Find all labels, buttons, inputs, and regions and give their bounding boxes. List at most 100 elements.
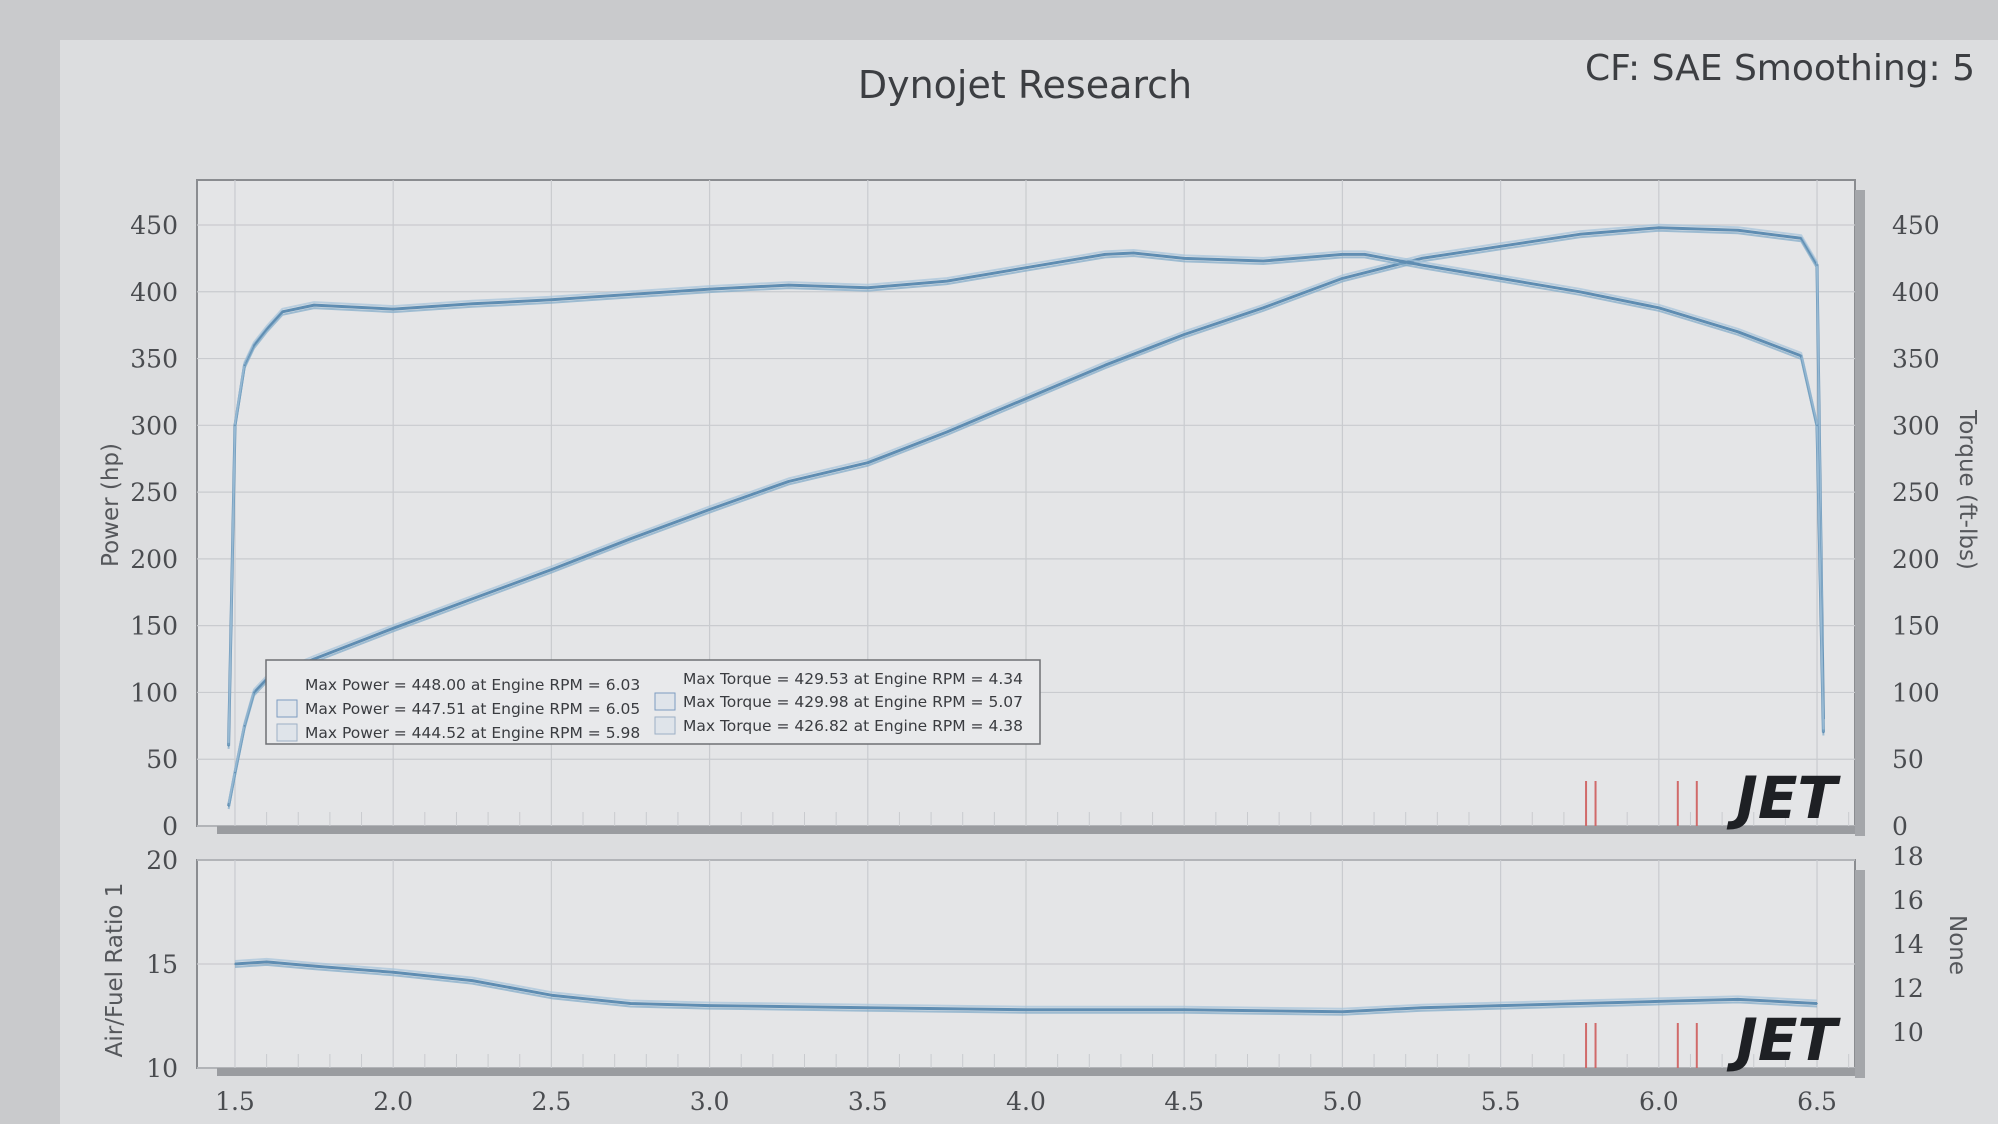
y2-tick-label: 300 bbox=[1892, 411, 1940, 440]
series-line-0-run-1 bbox=[234, 960, 1818, 1014]
jet-logo: JET bbox=[1726, 764, 1841, 832]
data-point bbox=[471, 598, 474, 600]
legend-checkbox-power-3[interactable] bbox=[276, 723, 298, 742]
x-tick-label: 3.0 bbox=[690, 1087, 730, 1116]
data-point bbox=[227, 745, 230, 747]
data-point bbox=[946, 280, 948, 282]
y2-tick-label: 10 bbox=[1892, 1018, 1924, 1047]
data-point bbox=[1800, 355, 1803, 357]
data-point bbox=[1341, 253, 1344, 256]
jet-logo: JET bbox=[1726, 1006, 1841, 1074]
data-point bbox=[313, 304, 315, 306]
series-line-1-run-2 bbox=[227, 255, 1825, 749]
data-point bbox=[550, 298, 553, 301]
data-point bbox=[1816, 1002, 1818, 1005]
data-point bbox=[1262, 260, 1265, 262]
data-point bbox=[234, 963, 236, 965]
data-point bbox=[708, 508, 711, 511]
series-line-0-run-3 bbox=[234, 957, 1818, 1010]
x-tick-label: 2.5 bbox=[531, 1087, 571, 1116]
legend-checkbox-torque-3[interactable] bbox=[654, 716, 676, 735]
data-point bbox=[227, 805, 230, 807]
legend-box bbox=[265, 659, 1041, 745]
data-point bbox=[1499, 1004, 1502, 1007]
y-tick-label: 400 bbox=[130, 278, 178, 307]
data-point bbox=[708, 1004, 711, 1007]
data-point bbox=[1104, 253, 1106, 256]
data-point bbox=[234, 424, 236, 427]
axis-baseline bbox=[217, 1068, 1855, 1076]
data-point bbox=[392, 627, 394, 630]
series-line-1-run-3 bbox=[227, 249, 1825, 743]
data-point bbox=[243, 725, 246, 727]
y2-axis-label-none: None bbox=[1944, 915, 1970, 975]
x-tick-label: 4.0 bbox=[1006, 1087, 1046, 1116]
data-point bbox=[1816, 424, 1818, 427]
data-point bbox=[1420, 257, 1423, 260]
legend-entry-torque-2: Max Torque = 429.98 at Engine RPM = 5.07 bbox=[683, 693, 1023, 711]
data-point bbox=[1341, 1011, 1344, 1013]
data-point bbox=[866, 1006, 869, 1009]
data-point bbox=[1658, 1000, 1660, 1003]
data-point bbox=[550, 568, 553, 571]
data-point bbox=[1658, 306, 1660, 309]
jet-logo-text: JET bbox=[1726, 1006, 1841, 1074]
data-point bbox=[1737, 229, 1739, 232]
y2-tick-label: 0 bbox=[1892, 812, 1908, 841]
data-point bbox=[313, 965, 315, 967]
data-point bbox=[787, 480, 790, 483]
data-point bbox=[1800, 237, 1803, 240]
y2-tick-label: 12 bbox=[1892, 974, 1924, 1003]
y-tick-label: 300 bbox=[130, 411, 178, 440]
y2-tick-label: 250 bbox=[1892, 478, 1940, 507]
legend-checkbox-power-2[interactable] bbox=[276, 699, 298, 718]
y-tick-label: 200 bbox=[130, 545, 178, 574]
y-tick-label: 50 bbox=[146, 745, 178, 774]
y-tick-label: 350 bbox=[130, 345, 178, 374]
y2-tick-label: 50 bbox=[1892, 745, 1924, 774]
legend-entry-power-2: Max Power = 447.51 at Engine RPM = 6.05 bbox=[305, 700, 640, 718]
data-point bbox=[1341, 277, 1344, 280]
series-line-1-run-1 bbox=[227, 251, 1825, 746]
y-tick-label: 100 bbox=[130, 678, 178, 707]
y-tick-label: 0 bbox=[162, 812, 178, 841]
data-point bbox=[243, 364, 246, 367]
legend-entry-power-3: Max Power = 444.52 at Engine RPM = 5.98 bbox=[305, 724, 640, 742]
data-point bbox=[1658, 226, 1660, 229]
axis-shadow-right bbox=[1855, 190, 1865, 836]
y-tick-label: 15 bbox=[146, 950, 178, 979]
jet-logo-text: JET bbox=[1726, 764, 1841, 832]
data-point bbox=[392, 971, 394, 974]
data-point bbox=[629, 1002, 632, 1005]
data-point bbox=[281, 310, 284, 313]
axis-baseline bbox=[217, 826, 1855, 834]
data-point bbox=[265, 961, 268, 963]
data-point bbox=[629, 538, 632, 540]
y-axis-label-afr: Air/Fuel Ratio 1 bbox=[102, 883, 128, 1058]
y-tick-label: 250 bbox=[130, 478, 178, 507]
data-point bbox=[1183, 333, 1186, 336]
legend-entry-torque-1: Max Torque = 429.53 at Engine RPM = 4.34 bbox=[683, 670, 1023, 688]
correction-factor-label: CF: SAE Smoothing: 5 bbox=[1585, 48, 1975, 89]
air-fuel-ratio-plot: 10 15 20 10 12 14 16 18 JET Air/Fuel Ratio 1 None 1… bbox=[102, 842, 1970, 1116]
y2-tick-label: 150 bbox=[1892, 612, 1940, 641]
legend-checkbox-torque-2[interactable] bbox=[654, 692, 676, 711]
data-point bbox=[1578, 290, 1581, 293]
data-point bbox=[629, 293, 632, 296]
data-point bbox=[1183, 1008, 1186, 1011]
data-point bbox=[1737, 998, 1739, 1001]
data-point bbox=[787, 284, 790, 286]
y2-tick-label: 18 bbox=[1892, 842, 1924, 871]
x-tick-label: 6.5 bbox=[1797, 1087, 1837, 1116]
data-point bbox=[1363, 253, 1366, 256]
axis-shadow-right bbox=[1855, 870, 1865, 1078]
chart-title: Dynojet Research bbox=[858, 63, 1192, 107]
data-point bbox=[1025, 1008, 1027, 1011]
x-tick-label: 5.0 bbox=[1323, 1087, 1363, 1116]
data-point bbox=[253, 691, 255, 694]
x-tick-label: 3.5 bbox=[848, 1087, 888, 1116]
data-point bbox=[1737, 331, 1739, 333]
data-point bbox=[1499, 245, 1502, 248]
y2-tick-label: 200 bbox=[1892, 545, 1940, 574]
